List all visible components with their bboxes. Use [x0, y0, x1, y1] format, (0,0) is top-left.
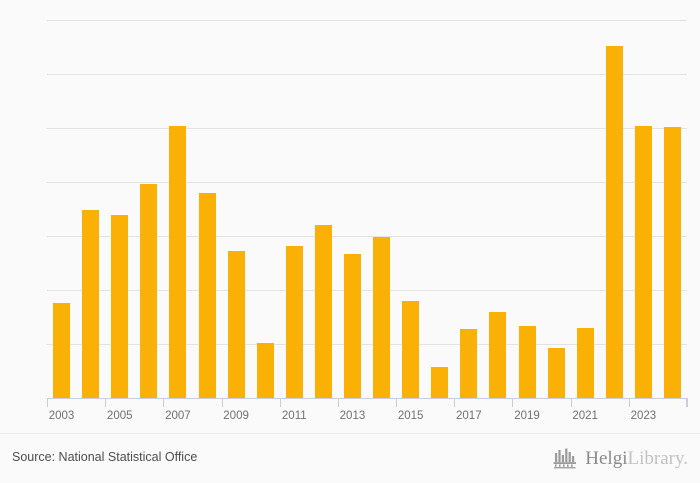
x-axis-tick-mark: [571, 398, 572, 407]
x-axis-tick-label: 2007: [165, 410, 191, 422]
x-axis: 2003 2005 2007 2009 2011 2013 2015 2017 2019 2021…: [47, 398, 688, 422]
helgi-library-icon: [553, 448, 577, 469]
bar[interactable]: [344, 254, 361, 398]
bar[interactable]: [460, 328, 477, 398]
gridline: [47, 20, 687, 21]
brand-primary-text: Helgi: [585, 447, 628, 469]
bar[interactable]: [257, 342, 274, 398]
bar[interactable]: [286, 245, 303, 398]
x-axis-tick-mark: [105, 398, 106, 407]
x-axis-tick-label: 2005: [106, 410, 133, 422]
x-axis-tick-label: 2011: [281, 410, 307, 422]
x-axis-tick-label: 2009: [223, 410, 249, 422]
bar[interactable]: [577, 327, 594, 398]
x-axis-tick-label: 2015: [397, 410, 424, 422]
x-axis-tick-label: 2019: [514, 410, 540, 422]
x-axis-tick-mark: [686, 398, 687, 407]
x-axis-tick-label: 2003: [48, 410, 75, 422]
gridline: [47, 128, 687, 129]
x-axis-tick-label: 2017: [456, 410, 482, 422]
bar[interactable]: [402, 300, 419, 398]
bar[interactable]: [199, 192, 216, 398]
bar[interactable]: [548, 348, 565, 398]
bar[interactable]: [606, 45, 623, 398]
x-axis-tick-mark: [163, 398, 164, 407]
brand-suffix-text: .: [683, 447, 688, 469]
brand-secondary-text: Library: [627, 447, 684, 469]
bar[interactable]: [82, 210, 99, 398]
gridline: [47, 74, 687, 75]
bar[interactable]: [315, 225, 332, 398]
bar[interactable]: [489, 311, 506, 398]
bar[interactable]: [664, 126, 681, 398]
brand-logo[interactable]: HelgiLibrary.: [553, 447, 688, 469]
gridline: [47, 290, 687, 291]
plot-area: 35.030.025.020.015.010.05.000: [47, 20, 687, 399]
x-axis-tick-mark: [338, 398, 339, 407]
bar[interactable]: [111, 215, 128, 398]
bar[interactable]: [169, 125, 186, 398]
x-axis-line: [47, 398, 687, 399]
x-axis-tick-mark: [687, 398, 688, 407]
x-axis-tick-mark: [454, 398, 455, 407]
x-axis-tick-mark: [222, 398, 223, 407]
bar[interactable]: [53, 302, 70, 398]
bar[interactable]: [431, 366, 448, 398]
x-axis-tick-mark: [280, 398, 281, 407]
x-axis-tick-label: 2013: [339, 410, 366, 422]
x-axis-tick-mark: [396, 398, 397, 407]
x-axis-tick-mark: [629, 398, 630, 407]
bar[interactable]: [519, 325, 536, 398]
bar[interactable]: [373, 237, 390, 398]
source-note: Source: National Statistical Office: [12, 450, 198, 464]
x-axis-tick-mark: [47, 398, 48, 407]
gridline: [47, 182, 687, 183]
bar[interactable]: [228, 251, 245, 398]
footer-divider: [0, 433, 700, 434]
brand-text: HelgiLibrary.: [585, 449, 688, 468]
gridline: [47, 236, 687, 237]
x-axis-tick-mark: [512, 398, 513, 407]
bar[interactable]: [635, 125, 652, 398]
gridline: [47, 344, 687, 345]
bar[interactable]: [140, 184, 157, 398]
x-axis-tick-label: 2023: [630, 410, 657, 422]
x-axis-tick-label: 2021: [572, 410, 598, 422]
